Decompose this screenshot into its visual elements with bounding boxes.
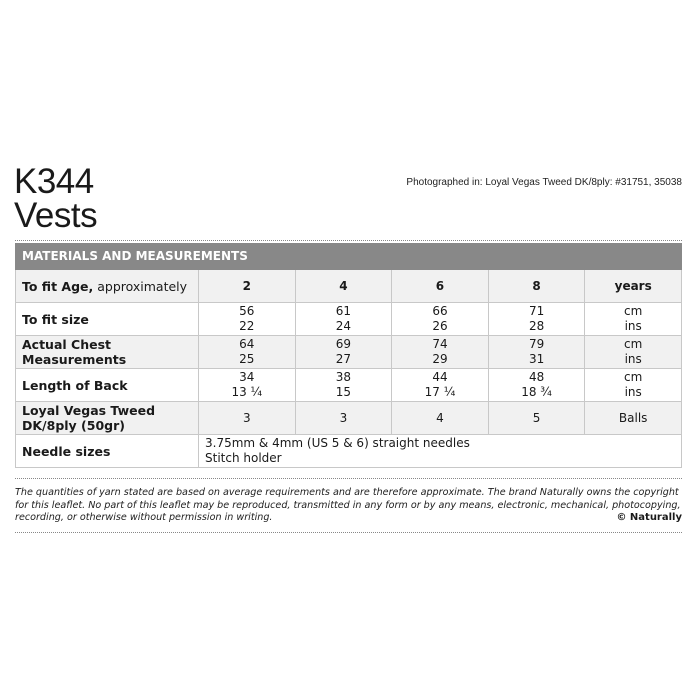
- materials-table: MATERIALS AND MEASUREMENTS To fit Age, a…: [15, 243, 682, 468]
- cell: 31: [528, 352, 545, 366]
- photographed-in: Photographed in: Loyal Vegas Tweed DK/8p…: [406, 177, 682, 188]
- cell-unit: cm: [624, 304, 643, 318]
- label: To fit Age,: [22, 278, 94, 294]
- cell: 38: [335, 370, 352, 384]
- needle-line: 3.75mm & 4mm (US 5 & 6) straight needles: [205, 436, 470, 450]
- label: To fit size: [15, 302, 199, 336]
- cell: 4: [294, 269, 393, 303]
- cell: 28: [528, 319, 545, 333]
- cell-unit: cm: [624, 370, 643, 384]
- label: Actual Chest: [22, 337, 111, 352]
- cell: 66: [432, 304, 448, 318]
- cell: 34: [239, 370, 255, 384]
- cell: 18 ¾: [521, 385, 552, 399]
- cell-unit: ins: [624, 385, 642, 399]
- cell: 71: [528, 304, 545, 318]
- cell-unit: Balls: [584, 401, 682, 435]
- cell: 74: [432, 337, 448, 351]
- table-row-size: To fit size 56 22 61 24 66 26 71 28 cm ins: [15, 302, 682, 336]
- cell: 64: [239, 337, 255, 351]
- pattern-code: K344: [14, 162, 94, 201]
- cell: 25: [239, 352, 255, 366]
- label: Measurements: [22, 352, 127, 367]
- cell-unit: ins: [624, 352, 642, 366]
- cell-unit: cm: [624, 337, 643, 351]
- cell: 15: [335, 385, 352, 399]
- divider: [15, 532, 682, 533]
- cell: 13 ¼: [231, 385, 263, 399]
- cell: 29: [432, 352, 448, 366]
- cell: 5: [487, 401, 586, 435]
- cell: 8: [487, 269, 586, 303]
- cell: 44: [432, 370, 448, 384]
- cell: 6: [391, 269, 489, 303]
- cell: 22: [239, 319, 255, 333]
- cell: 26: [432, 319, 448, 333]
- needle-line: Stitch holder: [205, 451, 282, 465]
- cell-unit: ins: [624, 319, 642, 333]
- cell: 61: [335, 304, 352, 318]
- table-row-yarn: Loyal Vegas Tweed DK/8ply (50gr) 3 3 4 5 …: [15, 401, 682, 435]
- label: Loyal Vegas Tweed: [22, 403, 156, 418]
- cell: 69: [335, 337, 352, 351]
- table-row-chest: Actual Chest Measurements 64 25 69 27 74 29 …: [15, 335, 682, 369]
- cell: 24: [335, 319, 352, 333]
- label-rest: approximately: [93, 278, 188, 294]
- label: DK/8ply (50gr): [22, 418, 125, 433]
- cell: 3: [294, 401, 393, 435]
- table-row-age: To fit Age, approximately 2 4 6 8 years: [15, 269, 682, 303]
- label: Needle sizes: [15, 434, 199, 468]
- table-title: MATERIALS AND MEASUREMENTS: [15, 243, 682, 270]
- copyright-notice: The quantities of yarn stated are based …: [15, 487, 681, 523]
- cell: 56: [239, 304, 255, 318]
- cell: 4: [391, 401, 489, 435]
- copyright-brand: © Naturally: [616, 512, 682, 523]
- table-row-length: Length of Back 34 13 ¼ 38 15 44 17 ¼ 48 18 ¾…: [15, 368, 682, 402]
- pattern-name: Vests: [14, 196, 98, 235]
- cell: 17 ¼: [424, 385, 456, 399]
- divider: [15, 478, 682, 479]
- cell: 48: [528, 370, 545, 384]
- cell: 27: [335, 352, 352, 366]
- cell: 3: [198, 401, 296, 435]
- cell: 2: [198, 269, 296, 303]
- cell-unit: years: [584, 269, 682, 303]
- label: Length of Back: [15, 368, 199, 402]
- cell: 79: [528, 337, 545, 351]
- table-row-needles: Needle sizes 3.75mm & 4mm (US 5 & 6) str…: [15, 434, 682, 468]
- divider: [15, 240, 682, 241]
